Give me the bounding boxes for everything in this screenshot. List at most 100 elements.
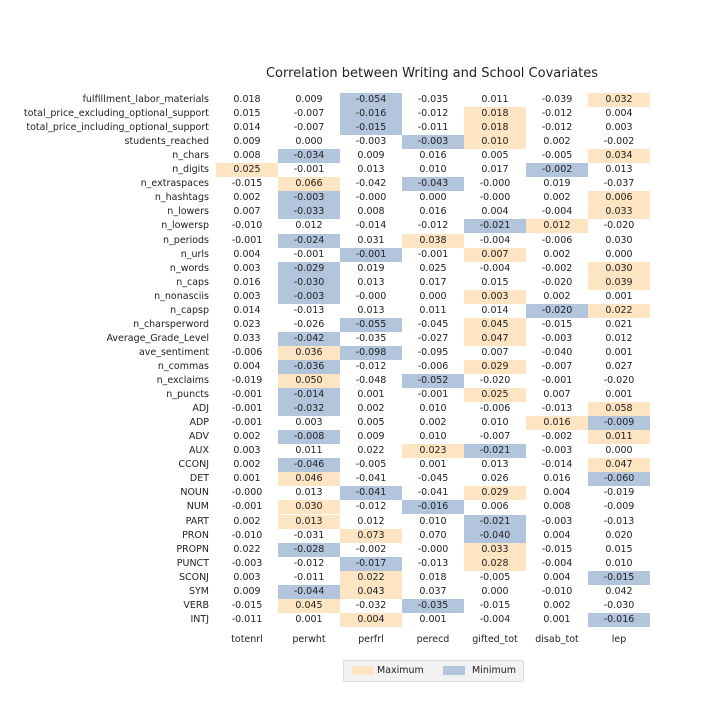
table-cell: 0.002 [543, 136, 571, 148]
table-cell: 0.011 [481, 94, 509, 105]
table-cell: -0.027 [417, 332, 449, 344]
table-cell: -0.034 [278, 149, 340, 164]
table-cell: -0.001 [417, 248, 449, 260]
table-cell: 0.004 [481, 206, 509, 218]
table-cell: 0.016 [526, 416, 588, 431]
table-cell: -0.001 [231, 389, 263, 401]
legend-swatch-maximum [352, 666, 374, 675]
table-cell: 0.019 [357, 262, 385, 274]
table-cell: 0.030 [278, 500, 340, 515]
table-cell: 0.008 [543, 501, 571, 513]
row-label-pron: PRON [182, 529, 209, 541]
table-cell: 0.010 [464, 135, 526, 150]
table-cell: -0.041 [355, 473, 387, 485]
table-cell: -0.020 [603, 220, 635, 232]
table-cell: -0.001 [231, 234, 263, 246]
table-cell: 0.058 [588, 402, 650, 417]
table-cell: -0.001 [231, 403, 263, 415]
table-cell: 0.018 [464, 121, 526, 136]
table-cell: 0.016 [543, 473, 571, 485]
table-cell: -0.005 [355, 459, 387, 471]
table-cell: -0.037 [603, 178, 635, 190]
table-cell: -0.012 [355, 501, 387, 513]
table-cell: -0.033 [278, 205, 340, 220]
table-cell: 0.001 [357, 389, 385, 401]
table-cell: -0.032 [278, 402, 340, 417]
table-cell: -0.000 [417, 543, 449, 555]
table-cell: 0.030 [588, 261, 650, 276]
table-cell: -0.031 [293, 529, 325, 541]
table-cell: -0.020 [479, 375, 511, 386]
table-cell: -0.024 [278, 233, 340, 248]
table-cell: -0.026 [293, 318, 325, 330]
legend-label-minimum: Minimum [472, 665, 517, 676]
table-cell: 0.013 [481, 459, 509, 471]
row-label-punct: PUNCT [176, 557, 209, 569]
table-cell: -0.001 [541, 375, 573, 386]
table-cell: -0.007 [479, 431, 511, 443]
table-cell: -0.012 [417, 220, 449, 232]
table-cell: 0.070 [419, 529, 447, 541]
row-label-fulfillment-labor-materials: fulfillment_labor_materials [82, 94, 209, 105]
table-cell: -0.003 [355, 136, 387, 148]
table-cell: -0.043 [402, 177, 464, 192]
table-cell: 0.013 [357, 304, 385, 316]
table-cell: 0.009 [233, 136, 261, 148]
row-label-verb: VERB [183, 599, 209, 611]
table-cell: -0.012 [293, 557, 325, 569]
row-label-adj: ADJ [192, 403, 209, 415]
table-cell: -0.029 [278, 261, 340, 276]
row-label-n-lowersp: n_lowersp [161, 220, 209, 232]
table-cell: -0.040 [464, 528, 526, 543]
row-label-aux: AUX [189, 445, 209, 457]
table-cell: -0.010 [541, 585, 573, 597]
table-cell: -0.048 [355, 375, 387, 386]
table-cell: -0.002 [355, 543, 387, 555]
table-cell: -0.005 [479, 571, 511, 583]
row-label-n-urls: n_urls [180, 248, 209, 260]
table-cell: 0.031 [357, 234, 385, 246]
table-cell: 0.007 [481, 346, 509, 358]
table-cell: -0.004 [541, 206, 573, 218]
row-label-n-exclaims: n_exclaims [156, 375, 209, 386]
table-cell: -0.035 [417, 94, 449, 105]
table-cell: -0.036 [278, 359, 340, 374]
row-label-total-price-excluding-optional-support: total_price_excluding_optional_support [23, 108, 209, 120]
table-cell: 0.011 [419, 304, 447, 316]
table-cell: -0.035 [355, 332, 387, 344]
table-cell: -0.015 [541, 318, 573, 330]
table-cell: -0.017 [340, 556, 402, 571]
row-label-n-puncts: n_puncts [166, 389, 209, 401]
table-cell: -0.011 [417, 122, 449, 134]
table-cell: -0.040 [541, 346, 573, 358]
table-cell: 0.034 [588, 149, 650, 164]
table-cell: 0.013 [605, 164, 633, 176]
table-cell: -0.003 [541, 445, 573, 457]
table-cell: 0.004 [605, 108, 633, 120]
table-cell: 0.002 [233, 459, 261, 471]
table-cell: 0.003 [233, 262, 261, 274]
table-cell: -0.005 [541, 150, 573, 162]
table-cell: -0.021 [464, 219, 526, 234]
table-cell: -0.020 [603, 375, 635, 386]
table-cell: 0.033 [464, 542, 526, 557]
table-cell: 0.004 [543, 571, 571, 583]
table-cell: 0.033 [588, 205, 650, 220]
table-cell: -0.006 [417, 360, 449, 372]
table-cell: 0.002 [543, 290, 571, 302]
table-cell: 0.073 [340, 528, 402, 543]
table-cell: 0.027 [605, 360, 633, 372]
table-cell: 0.000 [419, 290, 447, 302]
column-label-gifted-tot: gifted_tot [472, 634, 518, 645]
table-cell: -0.015 [231, 178, 263, 190]
table-cell: 0.023 [233, 318, 261, 330]
row-label-n-periods: n_periods [163, 234, 209, 246]
table-cell: -0.006 [541, 234, 573, 246]
table-cell: 0.012 [295, 220, 323, 232]
table-cell: 0.014 [481, 304, 509, 316]
table-cell: -0.044 [278, 584, 340, 599]
table-cell: 0.015 [605, 543, 633, 555]
table-cell: -0.013 [417, 557, 449, 569]
row-label-propn: PROPN [176, 543, 209, 555]
row-label-n-lowers: n_lowers [167, 206, 209, 218]
